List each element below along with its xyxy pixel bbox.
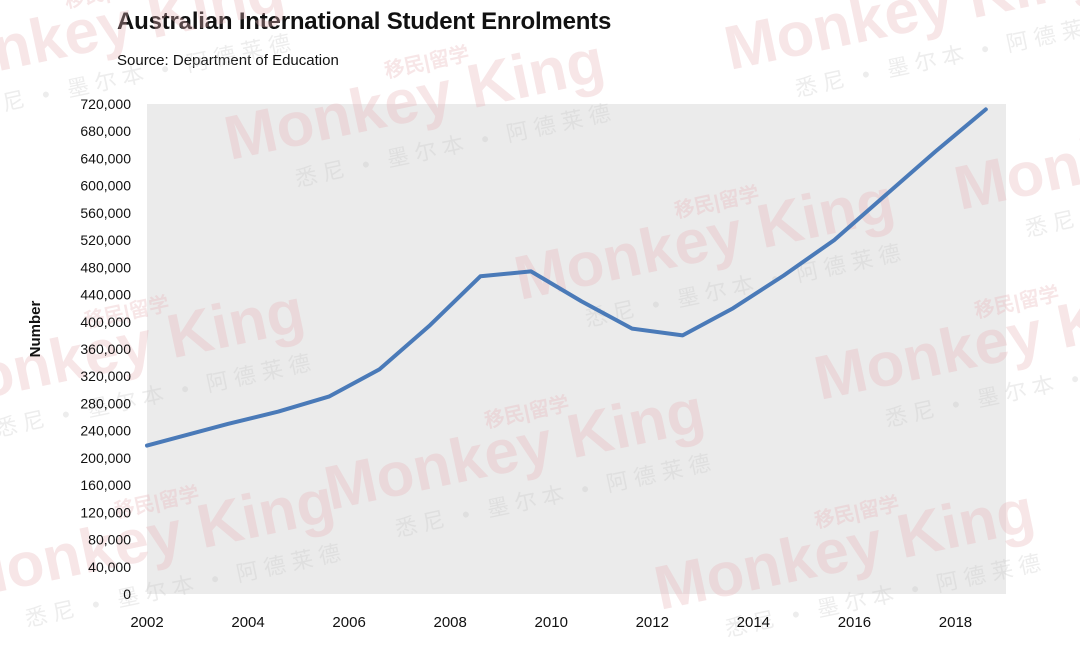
x-tick-label: 2010 [535,614,568,631]
y-tick-label: 240,000 [80,423,131,439]
y-tick-label: 400,000 [80,314,131,330]
y-tick-label: 80,000 [88,532,131,548]
y-tick-label: 720,000 [80,96,131,112]
y-tick-label: 560,000 [80,205,131,221]
x-tick-label: 2002 [130,614,163,631]
y-tick-label: 440,000 [80,287,131,303]
chart-title: Australian International Student Enrolme… [117,8,612,35]
x-tick-label: 2004 [231,614,264,631]
y-axis: 0 40,000 80,000 120,000 160,000 200,000 240,00… [80,96,131,602]
y-tick-label: 360,000 [80,341,131,357]
x-tick-label: 2016 [838,614,871,631]
y-tick-label: 640,000 [80,150,131,166]
y-tick-label: 0 [123,586,131,602]
y-tick-label: 520,000 [80,232,131,248]
y-tick-label: 680,000 [80,123,131,139]
x-tick-label: 2008 [433,614,466,631]
y-tick-label: 600,000 [80,178,131,194]
y-tick-label: 320,000 [80,368,131,384]
y-tick-label: 40,000 [88,559,131,575]
y-tick-label: 160,000 [80,477,131,493]
y-tick-label: 280,000 [80,395,131,411]
series-line [145,107,988,448]
x-tick-label: 2014 [737,614,770,631]
x-tick-label: 2018 [939,614,972,631]
y-tick-label: 120,000 [80,504,131,520]
x-tick-label: 2006 [332,614,365,631]
chart-subtitle: Source: Department of Education [117,52,339,69]
x-axis: 2002 2004 2006 2008 2010 2012 2014 2016 2018 [130,614,972,631]
y-tick-label: 200,000 [80,450,131,466]
y-tick-label: 480,000 [80,259,131,275]
x-tick-label: 2012 [636,614,669,631]
y-axis-label: Number [27,301,44,358]
plot-area [147,104,1006,594]
